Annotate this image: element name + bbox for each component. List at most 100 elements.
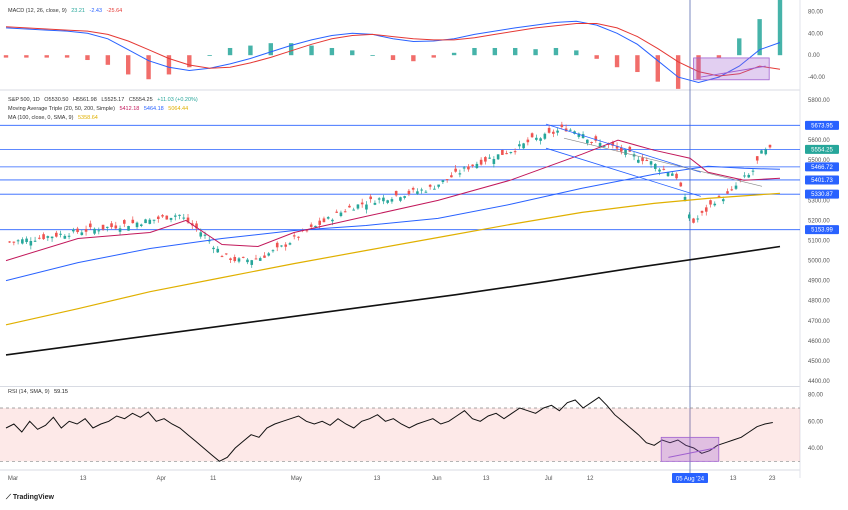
candle-body (72, 229, 75, 232)
candle-body (450, 175, 453, 178)
candle-body (675, 173, 678, 179)
candle-body (186, 217, 190, 223)
candle-body (420, 189, 423, 191)
price-axis-tick: 4600.00 (808, 339, 830, 345)
macd-axis-tick: 0.00 (808, 53, 820, 59)
candle-body (144, 219, 147, 224)
candle-body (751, 170, 755, 172)
macd-histogram-bar (431, 55, 436, 58)
candle-body (454, 168, 457, 172)
candle-body (649, 161, 653, 165)
macd-histogram-bar (309, 45, 314, 56)
axis-layer: 5800.005600.005500.005400.005300.005200.… (8, 9, 830, 483)
time-axis-label: May (291, 476, 302, 482)
macd-histogram-bar (675, 55, 681, 89)
candle-body (216, 248, 220, 253)
macd-histogram-bar (635, 55, 640, 73)
candle-body (611, 142, 615, 146)
rsi-legend-name: RSI (14, SMA, 9) (8, 389, 50, 395)
candle-body (658, 169, 661, 172)
macd-histogram-bar (268, 43, 273, 56)
candle-body (203, 234, 207, 236)
price-label: 5401.73 (811, 178, 833, 184)
macd-histogram-bar (85, 55, 90, 61)
triple-ma-legend-v3: 5064.44 (168, 106, 189, 112)
candle-body (220, 256, 224, 258)
macd-histogram-bar (146, 55, 151, 80)
price-axis-tick: 4400.00 (808, 379, 830, 385)
price-legend-name: S&P 500, 1D (8, 97, 40, 103)
price-label-bg (805, 175, 839, 185)
candle-body (254, 258, 258, 260)
candle-body (513, 151, 517, 153)
candle-body (173, 215, 177, 217)
candle-body (50, 236, 54, 239)
candle-body (445, 179, 449, 181)
candle-body (743, 175, 746, 177)
candle-body (501, 149, 504, 155)
candle-body (462, 167, 466, 169)
candle-body (322, 218, 326, 223)
candle-body (547, 127, 551, 133)
price-pane (0, 121, 800, 356)
candle-body (122, 220, 126, 224)
macd-histogram-bar (187, 55, 192, 68)
ma100-legend: MA (100, close, 0, SMA, 9) 5358.64 (8, 115, 101, 122)
candle-body (666, 172, 670, 177)
candle-body (59, 233, 62, 235)
candle-body (131, 219, 135, 224)
macd-histogram-bar (126, 55, 131, 75)
candle-body (318, 220, 322, 225)
macd-histogram-bar (472, 47, 477, 56)
candle-body (29, 241, 33, 246)
sma50-line (5, 165, 781, 282)
candle-body (38, 237, 41, 239)
candle-body (687, 214, 691, 219)
candle-body (182, 217, 186, 219)
price-axis-tick: 5600.00 (808, 138, 830, 144)
candle-body (403, 196, 406, 198)
candle-body (717, 195, 721, 197)
candle-body (241, 256, 245, 258)
price-axis-tick: 4900.00 (808, 279, 830, 285)
macd-line (5, 20, 781, 84)
candle-body (755, 156, 759, 161)
time-axis-label: 13 (730, 476, 737, 482)
price-label-bg (805, 225, 839, 235)
price-axis-tick: 4500.00 (808, 359, 830, 365)
candle-body (348, 205, 351, 208)
candle-body (615, 145, 619, 149)
candle-body (148, 219, 152, 224)
macd-axis-tick: 40.00 (808, 31, 824, 37)
candle-body (369, 196, 372, 200)
time-axis-label: 23 (769, 476, 776, 482)
macd-histogram-bar (44, 55, 49, 58)
candle-body (581, 134, 585, 139)
time-axis-label: 12 (587, 476, 594, 482)
candle-body (382, 197, 385, 202)
macd-histogram-bar (105, 55, 111, 65)
macd-histogram-bar (64, 55, 70, 58)
candle-body (577, 133, 581, 137)
macd-histogram-bar (737, 38, 742, 56)
price-axis-tick: 5100.00 (808, 239, 830, 245)
tradingview-logo-text: TradingView (12, 494, 54, 501)
candle-body (356, 204, 360, 209)
candle-body (764, 149, 768, 155)
candle-body (505, 153, 508, 155)
price-axis-tick: 4700.00 (808, 319, 830, 325)
candle-body (360, 202, 364, 205)
candle-body (263, 255, 266, 258)
grid-layer (0, 0, 801, 478)
candle-body (518, 144, 521, 147)
candle-body (373, 202, 377, 205)
candle-body (704, 207, 708, 212)
candle-body (135, 222, 139, 228)
candle-body (586, 139, 589, 144)
rsi-legend-v1: 59.15 (54, 389, 68, 395)
candle-body (407, 190, 411, 195)
candle-body (641, 157, 644, 162)
candle-body (526, 139, 530, 143)
